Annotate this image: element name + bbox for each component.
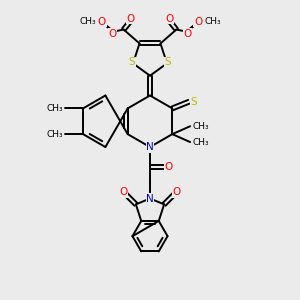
- Text: CH₃: CH₃: [46, 104, 63, 113]
- Text: S: S: [190, 97, 197, 107]
- Text: S: S: [165, 57, 171, 68]
- Text: O: O: [119, 188, 127, 197]
- Text: S: S: [129, 57, 135, 68]
- Text: N: N: [146, 194, 154, 203]
- Text: CH₃: CH₃: [46, 130, 63, 139]
- Text: O: O: [109, 28, 117, 38]
- Text: CH₃: CH₃: [192, 122, 209, 131]
- Text: O: O: [194, 16, 202, 27]
- Text: O: O: [183, 28, 191, 38]
- Text: O: O: [98, 16, 106, 27]
- Text: O: O: [165, 162, 173, 172]
- Text: CH₃: CH₃: [204, 17, 221, 26]
- Text: CH₃: CH₃: [79, 17, 96, 26]
- Text: CH₃: CH₃: [192, 138, 209, 147]
- Text: O: O: [127, 14, 135, 24]
- Text: O: O: [173, 188, 181, 197]
- Text: O: O: [165, 14, 173, 24]
- Text: N: N: [146, 142, 154, 152]
